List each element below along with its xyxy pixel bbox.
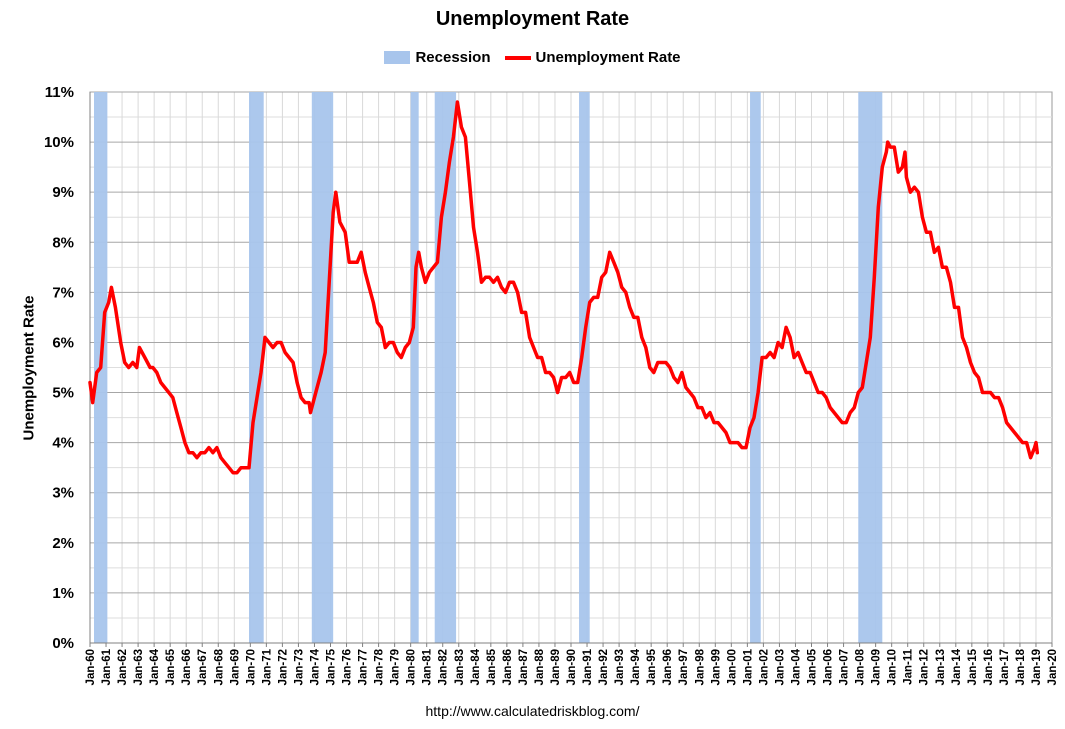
x-tick-label: Jan-87 [518, 649, 530, 685]
x-tick-label: Jan-63 [133, 649, 145, 685]
y-tick-label: 2% [52, 535, 74, 552]
x-tick-label: Jan-77 [358, 649, 370, 685]
x-tick-label: Jan-04 [790, 648, 802, 685]
x-tick-label: Jan-19 [1031, 649, 1043, 685]
y-tick-label: 8% [52, 234, 74, 251]
x-tick-label: Jan-99 [710, 649, 722, 685]
x-tick-label: Jan-75 [326, 648, 338, 685]
x-tick-label: Jan-86 [502, 649, 514, 685]
y-tick-label: 11% [45, 84, 74, 101]
y-tick-label: 6% [52, 334, 74, 351]
x-tick-label: Jan-10 [887, 649, 899, 685]
x-tick-label: Jan-09 [871, 649, 883, 685]
recession-band [434, 92, 457, 643]
x-tick-label: Jan-65 [165, 648, 177, 685]
x-tick-label: Jan-18 [1015, 648, 1027, 685]
x-tick-label: Jan-98 [694, 648, 706, 685]
x-tick-label: Jan-60 [85, 649, 97, 685]
x-tick-label: Jan-13 [935, 649, 947, 685]
x-tick-label: Jan-67 [197, 649, 209, 685]
x-tick-label: Jan-17 [999, 649, 1011, 685]
x-tick-label: Jan-14 [951, 648, 963, 685]
x-tick-label: Jan-78 [374, 648, 386, 685]
x-tick-label: Jan-74 [309, 648, 321, 685]
x-tick-label: Jan-79 [390, 649, 402, 685]
x-tick-label: Jan-61 [101, 648, 113, 685]
legend-item-recession: Recession [384, 49, 491, 66]
source-url: http://www.calculatedriskblog.com/ [425, 703, 640, 719]
x-tick-label: Jan-73 [293, 649, 305, 685]
x-tick-label: Jan-68 [213, 648, 225, 685]
x-tick-label: Jan-70 [245, 649, 257, 685]
x-tick-label: Jan-85 [486, 648, 498, 685]
x-tick-label: Jan-11 [903, 648, 915, 684]
x-tick-label: Jan-88 [534, 648, 546, 685]
legend-label-unemployment: Unemployment Rate [535, 49, 681, 66]
legend-item-unemployment: Unemployment Rate [504, 49, 681, 66]
recession-band [858, 92, 883, 643]
x-tick-label: Jan-66 [181, 649, 193, 685]
y-tick-label: 4% [52, 435, 74, 452]
x-tick-label: Jan-84 [470, 648, 482, 685]
x-tick-label: Jan-94 [630, 648, 642, 685]
x-tick-label: Jan-06 [823, 649, 835, 685]
legend: Recession Unemployment Rate [0, 49, 1065, 66]
x-tick-label: Jan-16 [983, 649, 995, 685]
unemployment-line-swatch [504, 55, 531, 60]
x-tick-label: Jan-05 [807, 648, 819, 685]
x-tick-label: Jan-97 [678, 649, 690, 685]
recession-swatch [384, 51, 411, 64]
x-tick-label: Jan-01 [742, 648, 754, 685]
x-tick-label: Jan-15 [967, 648, 979, 685]
x-tick-label: Jan-96 [662, 649, 674, 685]
x-tick-label: Jan-12 [919, 649, 931, 685]
chart-title: Unemployment Rate [435, 8, 630, 30]
x-tick-label: Jan-08 [855, 648, 867, 685]
y-tick-label: 7% [52, 284, 74, 301]
y-tick-label: 1% [52, 585, 74, 602]
x-tick-label: Jan-69 [229, 649, 241, 685]
x-tick-label: Jan-02 [758, 649, 770, 685]
recession-band [750, 92, 761, 643]
x-tick-label: Jan-81 [422, 648, 434, 685]
y-tick-label: 3% [52, 485, 74, 502]
x-tick-label: Jan-93 [614, 649, 626, 685]
y-tick-label: 0% [52, 635, 74, 652]
recession-band [410, 92, 419, 643]
x-tick-label: Jan-80 [406, 649, 418, 685]
x-tick-label: Jan-95 [646, 648, 658, 685]
x-tick-label: Jan-76 [342, 649, 354, 685]
x-tick-label: Jan-89 [550, 649, 562, 685]
recession-band [579, 92, 590, 643]
x-tick-label: Jan-83 [454, 649, 466, 685]
x-tick-label: Jan-92 [598, 649, 610, 685]
x-tick-label: Jan-62 [117, 649, 129, 685]
x-tick-label: Jan-72 [277, 649, 289, 685]
series-line-unemployment-rate [88, 100, 1040, 475]
recession-band [248, 92, 264, 643]
legend-label-recession: Recession [415, 49, 491, 66]
y-tick-label: 10% [44, 134, 74, 151]
x-tick-label: Jan-20 [1047, 649, 1059, 685]
x-tick-label: Jan-90 [566, 649, 578, 685]
x-tick-label: Jan-00 [726, 649, 738, 685]
x-tick-label: Jan-91 [582, 648, 594, 685]
y-tick-label: 5% [52, 385, 74, 402]
x-tick-label: Jan-71 [261, 648, 273, 685]
y-tick-label: 9% [52, 184, 74, 201]
x-tick-label: Jan-03 [774, 649, 786, 685]
x-tick-label: Jan-07 [839, 649, 851, 685]
x-tick-label: Jan-82 [438, 649, 450, 685]
x-tick-label: Jan-64 [149, 648, 161, 685]
